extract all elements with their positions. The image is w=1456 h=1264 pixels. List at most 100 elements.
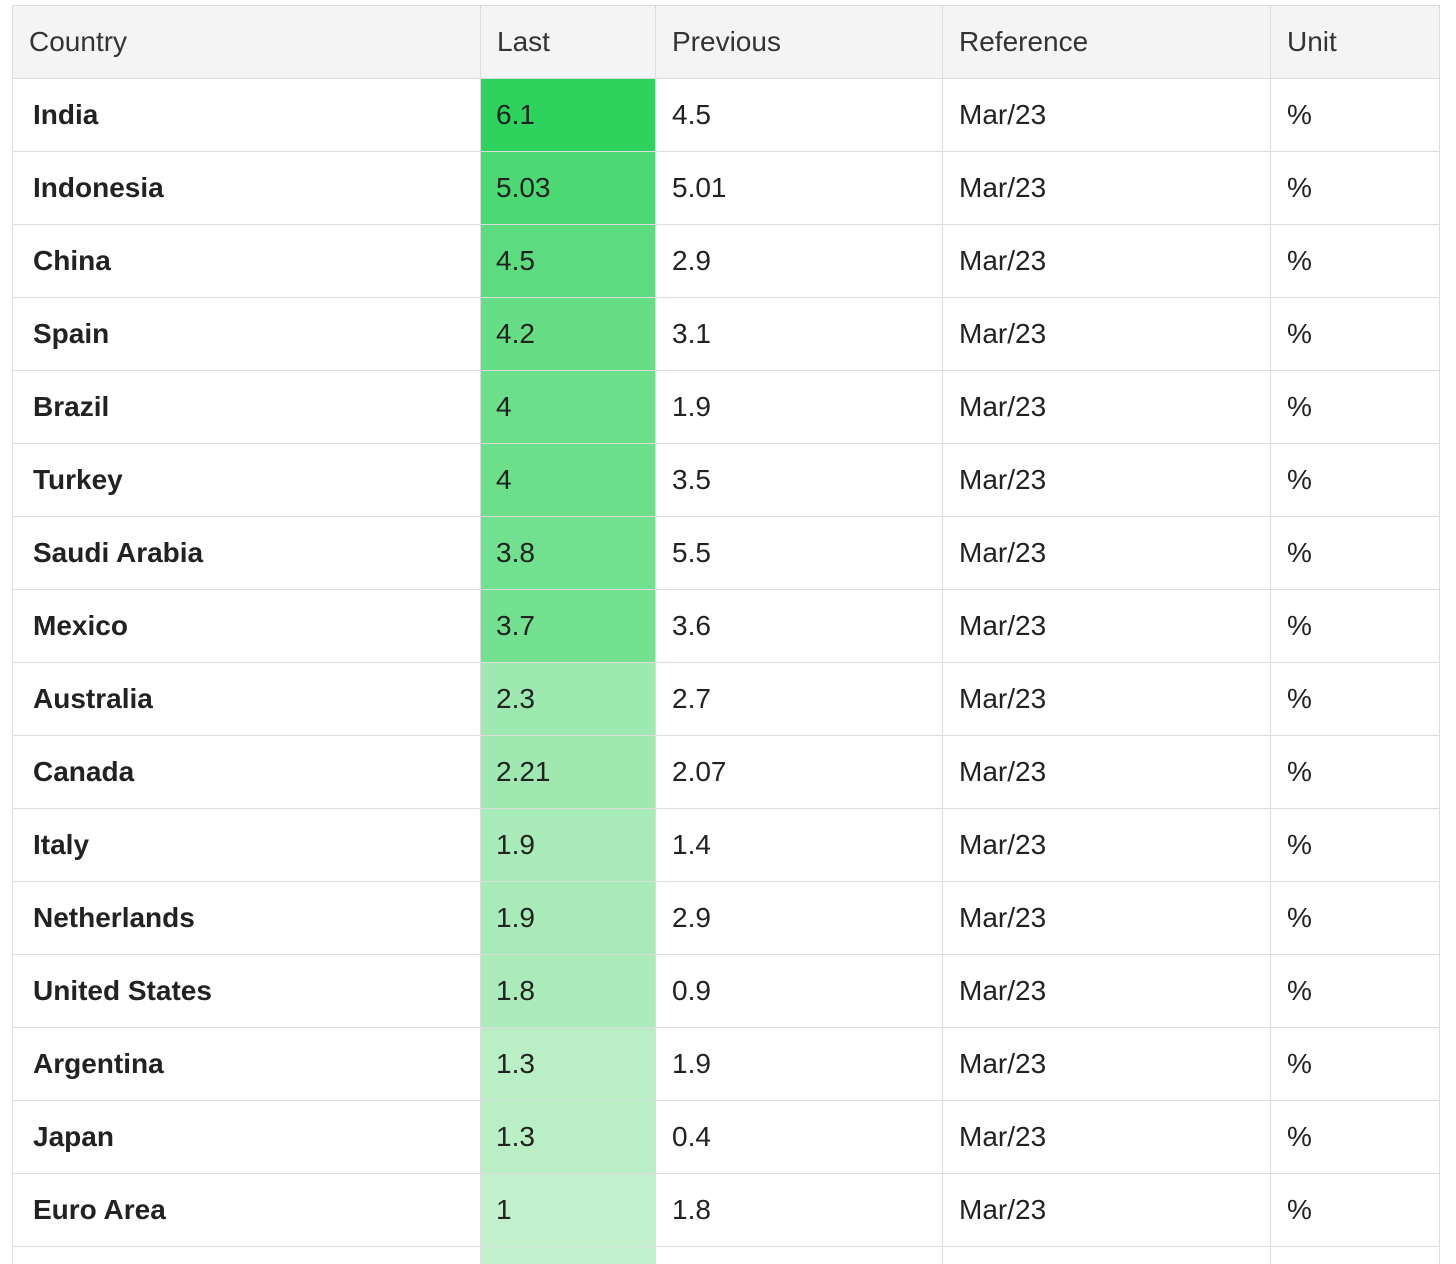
- column-header: Country: [12, 5, 481, 79]
- reference-cell: Mar/23: [942, 370, 1271, 444]
- last-cell: 5.03: [480, 151, 656, 225]
- previous-cell: 2.7: [655, 662, 943, 736]
- table-row: Australia 2.3 2.7 Mar/23%: [12, 662, 1440, 736]
- table-row: Italy 1.9 1.4 Mar/23%: [12, 808, 1440, 882]
- last-cell: 4: [480, 443, 656, 517]
- table-row: Turkey 4 3.5 Mar/23%: [12, 443, 1440, 517]
- reference-cell: Mar/23: [942, 1173, 1271, 1247]
- table-row: Argentina 1.3 1.9 Mar/23%: [12, 1027, 1440, 1101]
- unit-cell: %: [1270, 589, 1440, 663]
- unit-cell: %: [1270, 1027, 1440, 1101]
- last-cell: 1.3: [480, 1100, 656, 1174]
- previous-cell: 3.5: [655, 443, 943, 517]
- country-cell: India: [12, 78, 481, 152]
- table-row: [12, 1246, 1440, 1264]
- table-row: Japan 1.3 0.4 Mar/23%: [12, 1100, 1440, 1174]
- unit-cell: %: [1270, 224, 1440, 298]
- last-cell: 4.5: [480, 224, 656, 298]
- last-cell: 1.8: [480, 954, 656, 1028]
- country-cell: United States: [12, 954, 481, 1028]
- table-row: Indonesia 5.03 5.01 Mar/23%: [12, 151, 1440, 225]
- column-header: Last: [480, 5, 656, 79]
- unit-cell: %: [1270, 297, 1440, 371]
- last-cell: 1.3: [480, 1027, 656, 1101]
- last-cell: 1: [480, 1173, 656, 1247]
- previous-cell: 0.9: [655, 954, 943, 1028]
- table-row: Saudi Arabia 3.8 5.5 Mar/23%: [12, 516, 1440, 590]
- table-row: Euro Area 1 1.8 Mar/23%: [12, 1173, 1440, 1247]
- last-cell: 2.21: [480, 735, 656, 809]
- previous-cell: 4.5: [655, 78, 943, 152]
- reference-cell: Mar/23: [942, 443, 1271, 517]
- reference-cell: Mar/23: [942, 662, 1271, 736]
- unit-cell: %: [1270, 881, 1440, 955]
- previous-cell: 5.01: [655, 151, 943, 225]
- reference-cell: Mar/23: [942, 297, 1271, 371]
- last-cell: 6.1: [480, 78, 656, 152]
- table-row: Netherlands 1.9 2.9 Mar/23%: [12, 881, 1440, 955]
- country-cell: Mexico: [12, 589, 481, 663]
- country-cell: Brazil: [12, 370, 481, 444]
- reference-cell: [942, 1246, 1271, 1264]
- country-cell: [12, 1246, 481, 1264]
- reference-cell: Mar/23: [942, 224, 1271, 298]
- unit-cell: %: [1270, 443, 1440, 517]
- column-header: Reference: [942, 5, 1271, 79]
- country-cell: Argentina: [12, 1027, 481, 1101]
- unit-cell: %: [1270, 954, 1440, 1028]
- unit-cell: %: [1270, 370, 1440, 444]
- country-cell: Saudi Arabia: [12, 516, 481, 590]
- reference-cell: Mar/23: [942, 151, 1271, 225]
- unit-cell: %: [1270, 662, 1440, 736]
- previous-cell: 5.5: [655, 516, 943, 590]
- previous-cell: 3.1: [655, 297, 943, 371]
- previous-cell: 1.9: [655, 1027, 943, 1101]
- country-cell: Italy: [12, 808, 481, 882]
- last-cell: 1.9: [480, 808, 656, 882]
- country-cell: Japan: [12, 1100, 481, 1174]
- last-cell: 2.3: [480, 662, 656, 736]
- column-header: Previous: [655, 5, 943, 79]
- country-cell: Australia: [12, 662, 481, 736]
- last-cell: 4: [480, 370, 656, 444]
- previous-cell: [655, 1246, 943, 1264]
- table-row: China 4.5 2.9 Mar/23%: [12, 224, 1440, 298]
- previous-cell: 1.4: [655, 808, 943, 882]
- table-row: Mexico 3.7 3.6 Mar/23%: [12, 589, 1440, 663]
- previous-cell: 1.8: [655, 1173, 943, 1247]
- last-cell: [480, 1246, 656, 1264]
- column-header: Unit: [1270, 5, 1440, 79]
- reference-cell: Mar/23: [942, 735, 1271, 809]
- country-cell: Spain: [12, 297, 481, 371]
- previous-cell: 0.4: [655, 1100, 943, 1174]
- data-table: Country Last Previous Reference Unit India 6.…: [12, 5, 1440, 1264]
- reference-cell: Mar/23: [942, 78, 1271, 152]
- reference-cell: Mar/23: [942, 808, 1271, 882]
- unit-cell: %: [1270, 516, 1440, 590]
- unit-cell: [1270, 1246, 1440, 1264]
- previous-cell: 1.9: [655, 370, 943, 444]
- last-cell: 4.2: [480, 297, 656, 371]
- last-cell: 3.7: [480, 589, 656, 663]
- reference-cell: Mar/23: [942, 516, 1271, 590]
- country-cell: Indonesia: [12, 151, 481, 225]
- country-cell: Canada: [12, 735, 481, 809]
- table-row: Canada 2.21 2.07 Mar/23%: [12, 735, 1440, 809]
- unit-cell: %: [1270, 151, 1440, 225]
- unit-cell: %: [1270, 735, 1440, 809]
- reference-cell: Mar/23: [942, 954, 1271, 1028]
- table-row: India 6.1 4.5 Mar/23%: [12, 78, 1440, 152]
- reference-cell: Mar/23: [942, 881, 1271, 955]
- last-cell: 1.9: [480, 881, 656, 955]
- country-cell: Euro Area: [12, 1173, 481, 1247]
- table-row: United States 1.8 0.9 Mar/23%: [12, 954, 1440, 1028]
- country-cell: Turkey: [12, 443, 481, 517]
- previous-cell: 2.9: [655, 881, 943, 955]
- previous-cell: 2.9: [655, 224, 943, 298]
- last-cell: 3.8: [480, 516, 656, 590]
- unit-cell: %: [1270, 78, 1440, 152]
- country-cell: Netherlands: [12, 881, 481, 955]
- unit-cell: %: [1270, 1100, 1440, 1174]
- reference-cell: Mar/23: [942, 1100, 1271, 1174]
